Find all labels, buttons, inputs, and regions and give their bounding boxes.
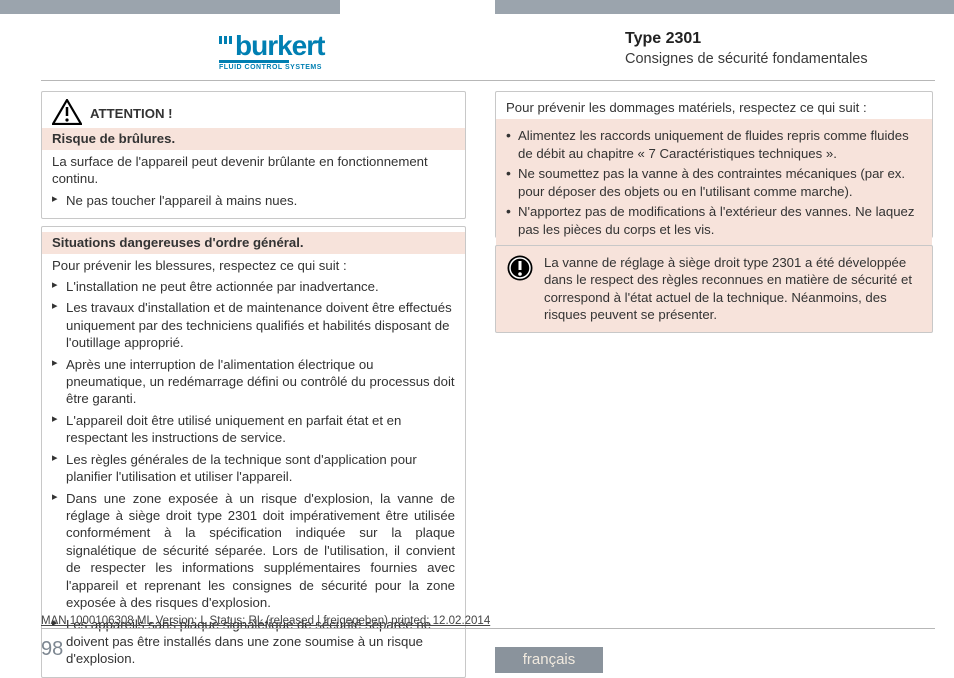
risk-text: La surface de l'appareil peut devenir br…: [52, 153, 455, 188]
warning-point: Ne pas toucher l'appareil à mains nues.: [66, 192, 455, 209]
general-situations-box: Situations dangereuses d'ordre général. …: [41, 226, 466, 678]
notice-text: La vanne de réglage à siège droit type 2…: [544, 254, 922, 324]
top-bar-left: [0, 0, 340, 14]
document-metadata: MAN 1000106308 ML Version: L Status: RL …: [41, 615, 490, 627]
section-title: Consignes de sécurité fondamentales: [625, 51, 868, 67]
general-intro: Pour prévenir les blessures, respectez c…: [52, 257, 455, 274]
logo-wordmark: burkert: [235, 30, 324, 62]
logo-bars-icon: [219, 36, 232, 44]
logo-tagline: FLUID CONTROL SYSTEMS: [219, 64, 349, 71]
general-point: L'appareil doit être utilisé uniquement …: [66, 412, 455, 447]
general-point: Les travaux d'installation et de mainten…: [66, 299, 455, 351]
material-point: Ne soumettez pas la vanne à des contrain…: [518, 165, 922, 200]
material-intro: Pour prévenir les dommages matériels, re…: [506, 99, 922, 116]
general-point: Après une interruption de l'alimentation…: [66, 356, 455, 408]
general-point: Les règles générales de la technique son…: [66, 451, 455, 486]
left-column: ATTENTION ! Risque de brûlures. La surfa…: [41, 91, 466, 678]
general-point: L'installation ne peut être actionnée pa…: [66, 278, 455, 295]
type-label: Type 2301: [625, 30, 868, 48]
general-point: Dans une zone exposée à un risque d'expl…: [66, 490, 455, 612]
material-damage-box: Pour prévenir les dommages matériels, re…: [495, 91, 933, 238]
material-point: N'apportez pas de modifications à l'exté…: [518, 203, 922, 238]
page-number: 98: [41, 638, 63, 661]
notice-box: La vanne de réglage à siège droit type 2…: [495, 245, 933, 333]
document-page: burkert FLUID CONTROL SYSTEMS Type 2301 …: [0, 0, 954, 673]
language-badge: français: [495, 647, 603, 673]
brand-logo: burkert FLUID CONTROL SYSTEMS: [219, 30, 349, 71]
top-bar-right: [495, 0, 954, 14]
warning-triangle-icon: [52, 99, 82, 125]
warning-box: ATTENTION ! Risque de brûlures. La surfa…: [41, 91, 466, 219]
header-right: Type 2301 Consignes de sécurité fondamen…: [625, 30, 868, 67]
divider-bottom: [41, 628, 935, 629]
material-point: Alimentez les raccords uniquement de flu…: [518, 127, 922, 162]
info-exclamation-icon: [506, 254, 534, 282]
warning-heading: ATTENTION !: [90, 99, 173, 122]
risk-label: Risque de brûlures.: [42, 128, 465, 149]
right-column: Pour prévenir les dommages matériels, re…: [495, 91, 933, 333]
divider-top: [41, 80, 935, 81]
general-heading: Situations dangereuses d'ordre général.: [42, 232, 465, 253]
